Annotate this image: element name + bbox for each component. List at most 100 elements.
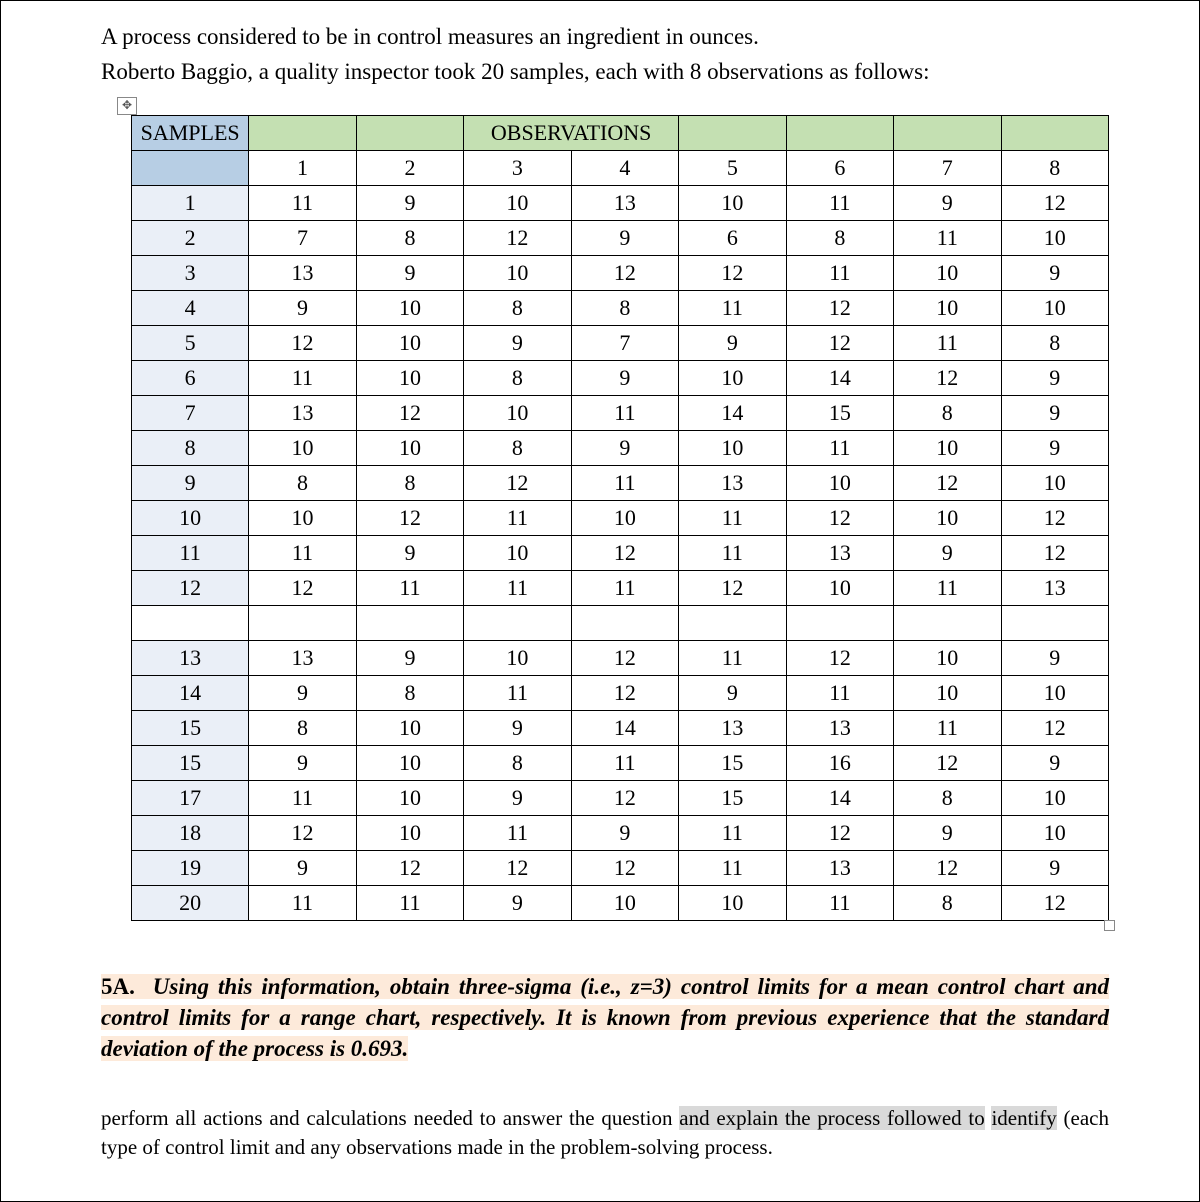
- intro-text: A process considered to be in control me…: [101, 21, 1109, 87]
- cell: 11: [571, 466, 678, 501]
- cell: 7: [249, 221, 356, 256]
- row-label: 3: [132, 256, 249, 291]
- cell: 10: [249, 501, 356, 536]
- col-label: 7: [894, 151, 1001, 186]
- cell: 12: [1001, 501, 1108, 536]
- table-row: 1111910121113912: [132, 536, 1109, 571]
- cell: 14: [786, 781, 893, 816]
- cell: 10: [356, 291, 463, 326]
- table-container: ✥ SAMPLES OBSERVATIONS 1 2 3 4: [131, 115, 1109, 921]
- cell: 10: [464, 536, 571, 571]
- cell: 10: [1001, 221, 1108, 256]
- cell: 11: [894, 326, 1001, 361]
- cell: 13: [786, 711, 893, 746]
- cell: 12: [464, 466, 571, 501]
- observations-header: OBSERVATIONS: [464, 116, 679, 151]
- cell: 9: [1001, 396, 1108, 431]
- cell: 12: [786, 326, 893, 361]
- cell: 10: [1001, 676, 1108, 711]
- cell: 12: [356, 396, 463, 431]
- table-row: 149811129111010: [132, 676, 1109, 711]
- cell: 12: [571, 641, 678, 676]
- row-label: 14: [132, 676, 249, 711]
- cell: 8: [464, 746, 571, 781]
- cell: 6: [679, 221, 786, 256]
- obs-blank-6: [1001, 116, 1108, 151]
- table-row: 1581091413131112: [132, 711, 1109, 746]
- row-label: 13: [132, 641, 249, 676]
- cell: 12: [464, 221, 571, 256]
- cell: 10: [356, 431, 463, 466]
- table-row: 111910131011912: [132, 186, 1109, 221]
- cell: 8: [894, 396, 1001, 431]
- instr-hl1: and explain the process followed to: [679, 1106, 984, 1130]
- cell: 12: [894, 746, 1001, 781]
- obs-blank-3: [679, 116, 786, 151]
- cell: 13: [571, 186, 678, 221]
- cell: 12: [1001, 186, 1108, 221]
- resize-handle-icon[interactable]: [1104, 920, 1115, 931]
- cell: 9: [1001, 641, 1108, 676]
- cell: 12: [786, 816, 893, 851]
- table-row: 159108111516129: [132, 746, 1109, 781]
- cell: 13: [786, 536, 893, 571]
- table-row: 81010891011109: [132, 431, 1109, 466]
- cell: 10: [356, 326, 463, 361]
- table-row: 1313910121112109: [132, 641, 1109, 676]
- cell: 13: [249, 396, 356, 431]
- cell: 10: [679, 186, 786, 221]
- cell: 9: [249, 676, 356, 711]
- cell: 10: [894, 256, 1001, 291]
- cell: 10: [1001, 781, 1108, 816]
- cell: 11: [786, 186, 893, 221]
- row-label: 7: [132, 396, 249, 431]
- cell: 13: [1001, 571, 1108, 606]
- cell: 8: [464, 291, 571, 326]
- row-label: 15: [132, 746, 249, 781]
- row-label: 2: [132, 221, 249, 256]
- obs-blank-2: [356, 116, 463, 151]
- col-label: 4: [571, 151, 678, 186]
- cell: 12: [894, 361, 1001, 396]
- row-label: 11: [132, 536, 249, 571]
- table-row: 61110891014129: [132, 361, 1109, 396]
- intro-line-2: Roberto Baggio, a quality inspector took…: [101, 56, 1109, 87]
- table-row-12: 12 12 11 11 11 12 10 11 13: [132, 571, 1109, 606]
- cell: 9: [249, 746, 356, 781]
- row-label: 20: [132, 886, 249, 921]
- cell: 9: [356, 641, 463, 676]
- cell: 8: [1001, 326, 1108, 361]
- cell: 8: [249, 711, 356, 746]
- cell: 9: [571, 361, 678, 396]
- cell: 8: [464, 431, 571, 466]
- cell: 12: [571, 256, 678, 291]
- instr-pre: perform all actions and calculations nee…: [101, 1106, 679, 1130]
- cell: 8: [894, 886, 1001, 921]
- cell: 8: [249, 466, 356, 501]
- cell: 11: [464, 501, 571, 536]
- cell: 11: [786, 676, 893, 711]
- cell: 11: [679, 851, 786, 886]
- cell: 9: [1001, 851, 1108, 886]
- row-label: 19: [132, 851, 249, 886]
- table-row: 313910121211109: [132, 256, 1109, 291]
- cell: 11: [249, 361, 356, 396]
- cell: 9: [1001, 746, 1108, 781]
- move-handle-icon[interactable]: ✥: [117, 97, 137, 115]
- cell: 9: [679, 326, 786, 361]
- cell: 11: [679, 536, 786, 571]
- cell: 14: [571, 711, 678, 746]
- cell: 9: [249, 291, 356, 326]
- intro-line-1: A process considered to be in control me…: [101, 21, 1109, 52]
- cell: 10: [786, 571, 893, 606]
- table-row: 1711109121514810: [132, 781, 1109, 816]
- cell: 9: [571, 221, 678, 256]
- cell: 11: [894, 221, 1001, 256]
- cell: 11: [356, 886, 463, 921]
- cell: 9: [894, 816, 1001, 851]
- cell: 10: [894, 431, 1001, 466]
- cell: 10: [356, 781, 463, 816]
- cell: 12: [1001, 886, 1108, 921]
- row-label: 12: [132, 571, 249, 606]
- header-row-2: 1 2 3 4 5 6 7 8: [132, 151, 1109, 186]
